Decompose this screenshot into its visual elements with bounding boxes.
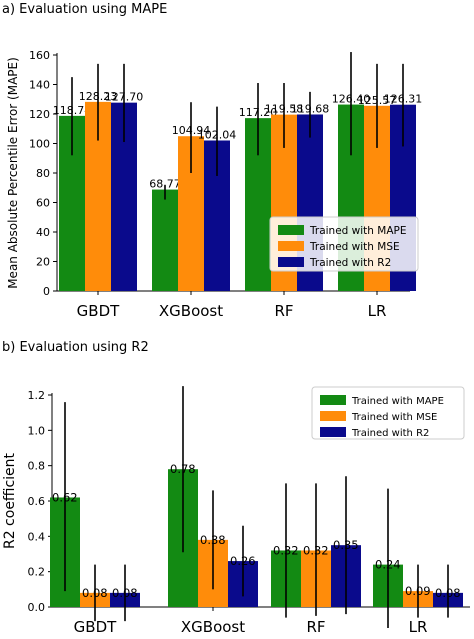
category-label: GBDT [77, 302, 120, 320]
y-tick-label: 160 [29, 49, 50, 62]
bar [152, 189, 178, 291]
y-tick-label: 0 [43, 285, 50, 298]
y-tick-label: 0.4 [28, 530, 46, 543]
data-label: 102.04 [198, 128, 237, 141]
data-label: 0.08 [82, 586, 108, 600]
legend-swatch [320, 411, 346, 421]
data-label: 117.20 [239, 106, 278, 119]
legend-box [311, 386, 465, 440]
data-label: 119.58 [265, 103, 304, 116]
y-tick-label: 60 [36, 197, 50, 210]
data-label: 0.62 [52, 490, 78, 504]
chart-mape: 0 20 40 60 80 100 120 140 160 Mean Absolute Perce… [6, 49, 423, 320]
category-label: RF [274, 302, 293, 320]
data-label: 126.31 [384, 93, 423, 106]
y-tick-label: 0.8 [28, 460, 46, 473]
legend-swatch [278, 241, 304, 251]
y-tick-label: 1.2 [28, 389, 46, 402]
legend-swatch [320, 427, 346, 437]
data-label: 127.70 [105, 91, 144, 104]
category-label: RF [306, 618, 325, 636]
y-tick-label: 120 [29, 108, 50, 121]
legend-label: Trained with MSE [351, 412, 437, 423]
y-tick-label: 0.0 [28, 601, 46, 614]
data-label: 119.68 [291, 102, 330, 115]
data-label: 0.32 [273, 543, 299, 557]
data-label: 118.74 [53, 104, 92, 117]
legend-label: Trained with R2 [351, 428, 429, 439]
data-label: 0.78 [170, 462, 196, 476]
data-label: 104.94 [172, 124, 211, 137]
data-label: 125.57 [358, 94, 397, 107]
y-tick-label: 140 [29, 79, 50, 92]
panel-b-title: b) Evaluation using R2 [2, 340, 149, 355]
category-label: LR [409, 618, 428, 636]
data-label: 0.38 [200, 533, 226, 547]
legend-box [269, 216, 419, 272]
panel-a-title: a) Evaluation using MAPE [2, 2, 168, 17]
data-label: 0.08 [435, 586, 461, 600]
data-label: 0.24 [375, 558, 401, 572]
legend-label: Trained with MAPE [351, 396, 444, 407]
data-label: 0.26 [230, 554, 256, 568]
legend-swatch [278, 257, 304, 267]
y-tick-label: 80 [36, 167, 50, 180]
data-label: 68.77 [149, 178, 181, 191]
data-label: 0.08 [112, 586, 138, 600]
legend-label: Trained with MSE [309, 241, 400, 253]
y-tick-label: 40 [36, 226, 50, 239]
y-tick-label: 1.0 [28, 424, 46, 437]
legend-label: Trained with MAPE [309, 225, 406, 237]
y-tick-label: 100 [29, 138, 50, 151]
category-label: LR [368, 302, 387, 320]
y-axis-label: Mean Absolute Percentile Error (MAPE) [6, 57, 20, 289]
data-label: 0.09 [405, 584, 431, 598]
y-axis-label: R2 coefficient [2, 452, 18, 549]
category-label: XGBoost [181, 618, 245, 636]
y-tick-label: 0.2 [28, 566, 46, 579]
legend-swatch [320, 395, 346, 405]
legend-swatch [278, 225, 304, 235]
data-label: 0.35 [333, 538, 359, 552]
category-label: GBDT [74, 618, 117, 636]
legend-label: Trained with R2 [309, 257, 391, 269]
data-label: 128.23 [79, 90, 118, 103]
y-tick-label: 20 [36, 256, 50, 269]
data-label: 126.40 [332, 93, 371, 106]
data-label: 0.32 [303, 543, 329, 557]
category-label: XGBoost [159, 302, 223, 320]
y-tick-label: 0.6 [28, 495, 46, 508]
